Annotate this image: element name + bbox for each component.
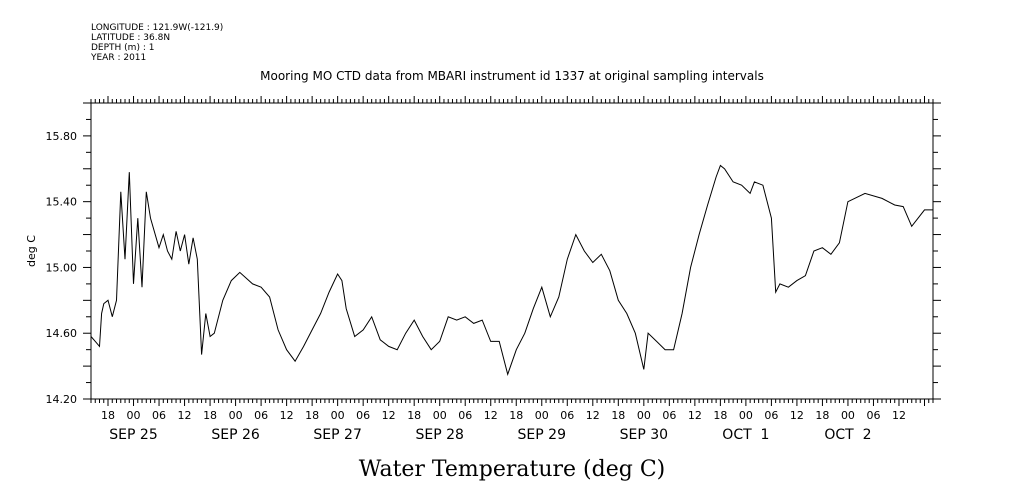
x-hour-label: 18 [713,409,727,422]
x-hour-label: 18 [101,409,115,422]
x-hour-label: 18 [305,409,319,422]
x-hour-label: 06 [866,409,880,422]
x-hour-label: 00 [841,409,855,422]
x-date-label: SEP 27 [313,427,361,443]
plot-frame [90,102,934,400]
x-hour-label: 00 [127,409,141,422]
x-hour-label: 18 [407,409,421,422]
x-hour-label: 00 [739,409,753,422]
y-tick-labels: 14.20 14.60 15.00 15.40 15.80 [46,130,78,406]
header-latitude: LATITUDE : 36.8N [91,33,170,43]
x-hour-label: 12 [586,409,600,422]
header-year: YEAR : 2011 [90,53,146,63]
x-date-label: SEP 25 [109,427,157,443]
x-date-label: SEP 28 [415,427,463,443]
x-hour-label: 18 [611,409,625,422]
data-series-line [90,164,933,377]
x-date-label: SEP 30 [620,427,668,443]
y-axis-label: deg C [25,235,38,267]
x-hour-label: 12 [892,409,906,422]
x-hour-label: 06 [254,409,268,422]
x-hour-label: 00 [535,409,549,422]
x-hour-label: 06 [458,409,472,422]
x-hour-label: 06 [764,409,778,422]
x-hour-label: 00 [229,409,243,422]
x-date-label: SEP 29 [518,427,566,443]
x-hour-label: 06 [662,409,676,422]
y-tick-label: 15.40 [46,196,78,209]
x-hour-label: 12 [790,409,804,422]
x-hour-label: 06 [356,409,370,422]
y-tick-label: 14.20 [46,393,78,406]
x-hour-labels: 18 00 06 12 18 00 06 12 18 00 06 12 18 00 06 12 18 00 06 12… [101,409,906,422]
x-hour-label: 12 [688,409,702,422]
x-date-label: OCT 1 [722,427,769,443]
x-hour-label: 06 [152,409,166,422]
x-hour-label: 12 [178,409,192,422]
header-longitude: LONGITUDE : 121.9W(-121.9) [91,23,223,33]
x-hour-label: 18 [815,409,829,422]
x-hour-label: 06 [560,409,574,422]
chart-title: Mooring MO CTD data from MBARI instrumen… [260,69,764,83]
data-series-group [90,164,933,377]
x-hour-label: 00 [433,409,447,422]
x-date-labels: SEP 25 SEP 26 SEP 27 SEP 28 SEP 29 SEP 30 OCT … [109,427,871,443]
header-depth: DEPTH (m) : 1 [91,43,154,53]
y-tick-label: 15.00 [46,261,78,274]
x-hour-label: 12 [382,409,396,422]
x-hour-label: 00 [331,409,345,422]
x-hour-label: 12 [280,409,294,422]
y-tick-label: 15.80 [46,130,78,143]
x-hour-label: 00 [637,409,651,422]
x-date-label: SEP 26 [211,427,260,443]
x-hour-label: 18 [509,409,523,422]
axis-ticks [83,96,941,406]
x-hour-label: 18 [203,409,217,422]
x-date-label: OCT 2 [824,427,871,443]
y-tick-label: 14.60 [46,327,78,340]
x-axis-label: Water Temperature (deg C) [359,457,666,482]
x-hour-label: 12 [484,409,498,422]
